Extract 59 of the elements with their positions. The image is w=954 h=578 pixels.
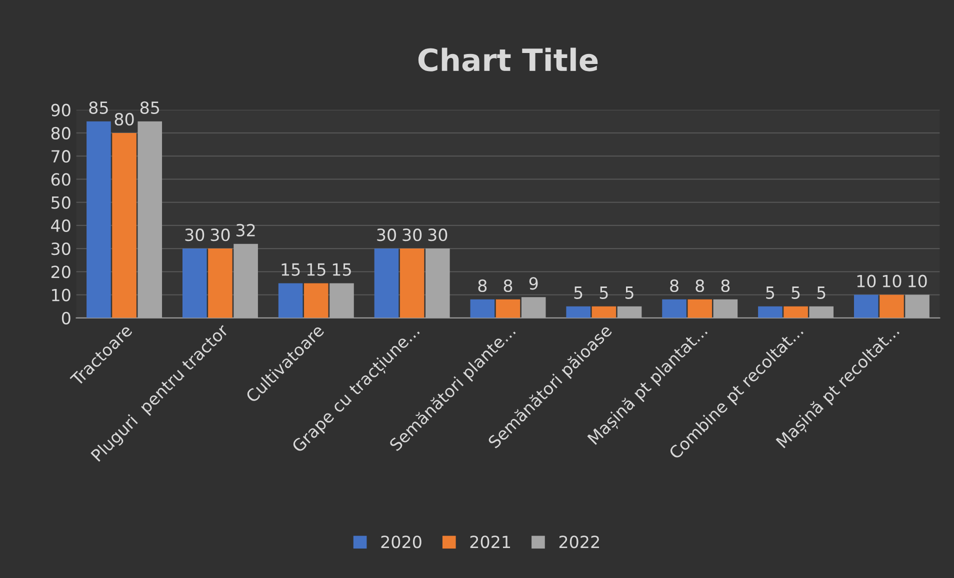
bar <box>496 299 520 318</box>
data-label: 8 <box>504 279 512 292</box>
y-tick-label: 90 <box>51 104 70 116</box>
y-tick-label: 0 <box>62 312 70 324</box>
data-label: 5 <box>600 286 608 299</box>
bar <box>208 248 232 318</box>
bar <box>566 306 591 318</box>
data-label: 10 <box>882 274 902 288</box>
y-tick-label: 70 <box>52 150 70 163</box>
data-label: 5 <box>817 286 826 299</box>
bar <box>854 294 878 318</box>
data-label: 10 <box>857 274 876 288</box>
data-label: 5 <box>792 286 800 299</box>
bar <box>86 121 111 318</box>
data-label: 8 <box>478 279 487 292</box>
bar <box>400 248 424 318</box>
data-label: 8 <box>670 279 678 292</box>
bar <box>278 283 303 318</box>
data-label: 15 <box>332 263 351 276</box>
y-tick-label: 20 <box>51 266 70 278</box>
bar <box>374 248 399 318</box>
y-tick-label: 60 <box>51 173 70 186</box>
y-tick-label: 80 <box>51 126 70 140</box>
data-label: 10 <box>908 274 927 288</box>
bar <box>758 306 782 318</box>
data-label: 8 <box>721 279 730 292</box>
data-label: 30 <box>428 228 448 242</box>
data-label: 32 <box>236 224 255 237</box>
bar <box>880 294 904 318</box>
y-tick-label: 50 <box>52 196 70 209</box>
chart-title: Chart Title <box>418 48 598 72</box>
bar <box>112 132 136 318</box>
data-label: 30 <box>402 228 422 242</box>
bar <box>182 248 207 318</box>
legend-label: 2020 <box>381 536 422 548</box>
data-label: 30 <box>377 228 396 242</box>
data-label: 5 <box>626 286 634 299</box>
data-label: 30 <box>210 228 230 242</box>
data-label: 85 <box>89 101 108 114</box>
data-label: 8 <box>696 279 704 292</box>
legend-label: 2021 <box>470 536 510 548</box>
bar <box>784 306 808 318</box>
y-tick-label: 10 <box>52 288 70 302</box>
bar <box>662 299 686 318</box>
data-label: 85 <box>140 101 160 114</box>
bar <box>470 299 495 318</box>
legend-label: 2022 <box>559 536 599 548</box>
data-label: 5 <box>766 286 774 299</box>
y-tick-label: 30 <box>52 242 70 256</box>
data-label: 80 <box>114 112 134 126</box>
bar <box>688 299 712 318</box>
bar <box>592 306 616 318</box>
data-label: 30 <box>185 228 204 242</box>
data-label: 9 <box>529 277 538 290</box>
y-tick-label: 40 <box>51 219 70 232</box>
data-label: 15 <box>282 263 300 276</box>
data-label: 15 <box>307 263 326 276</box>
data-label: 5 <box>574 286 582 299</box>
bar <box>304 283 328 318</box>
